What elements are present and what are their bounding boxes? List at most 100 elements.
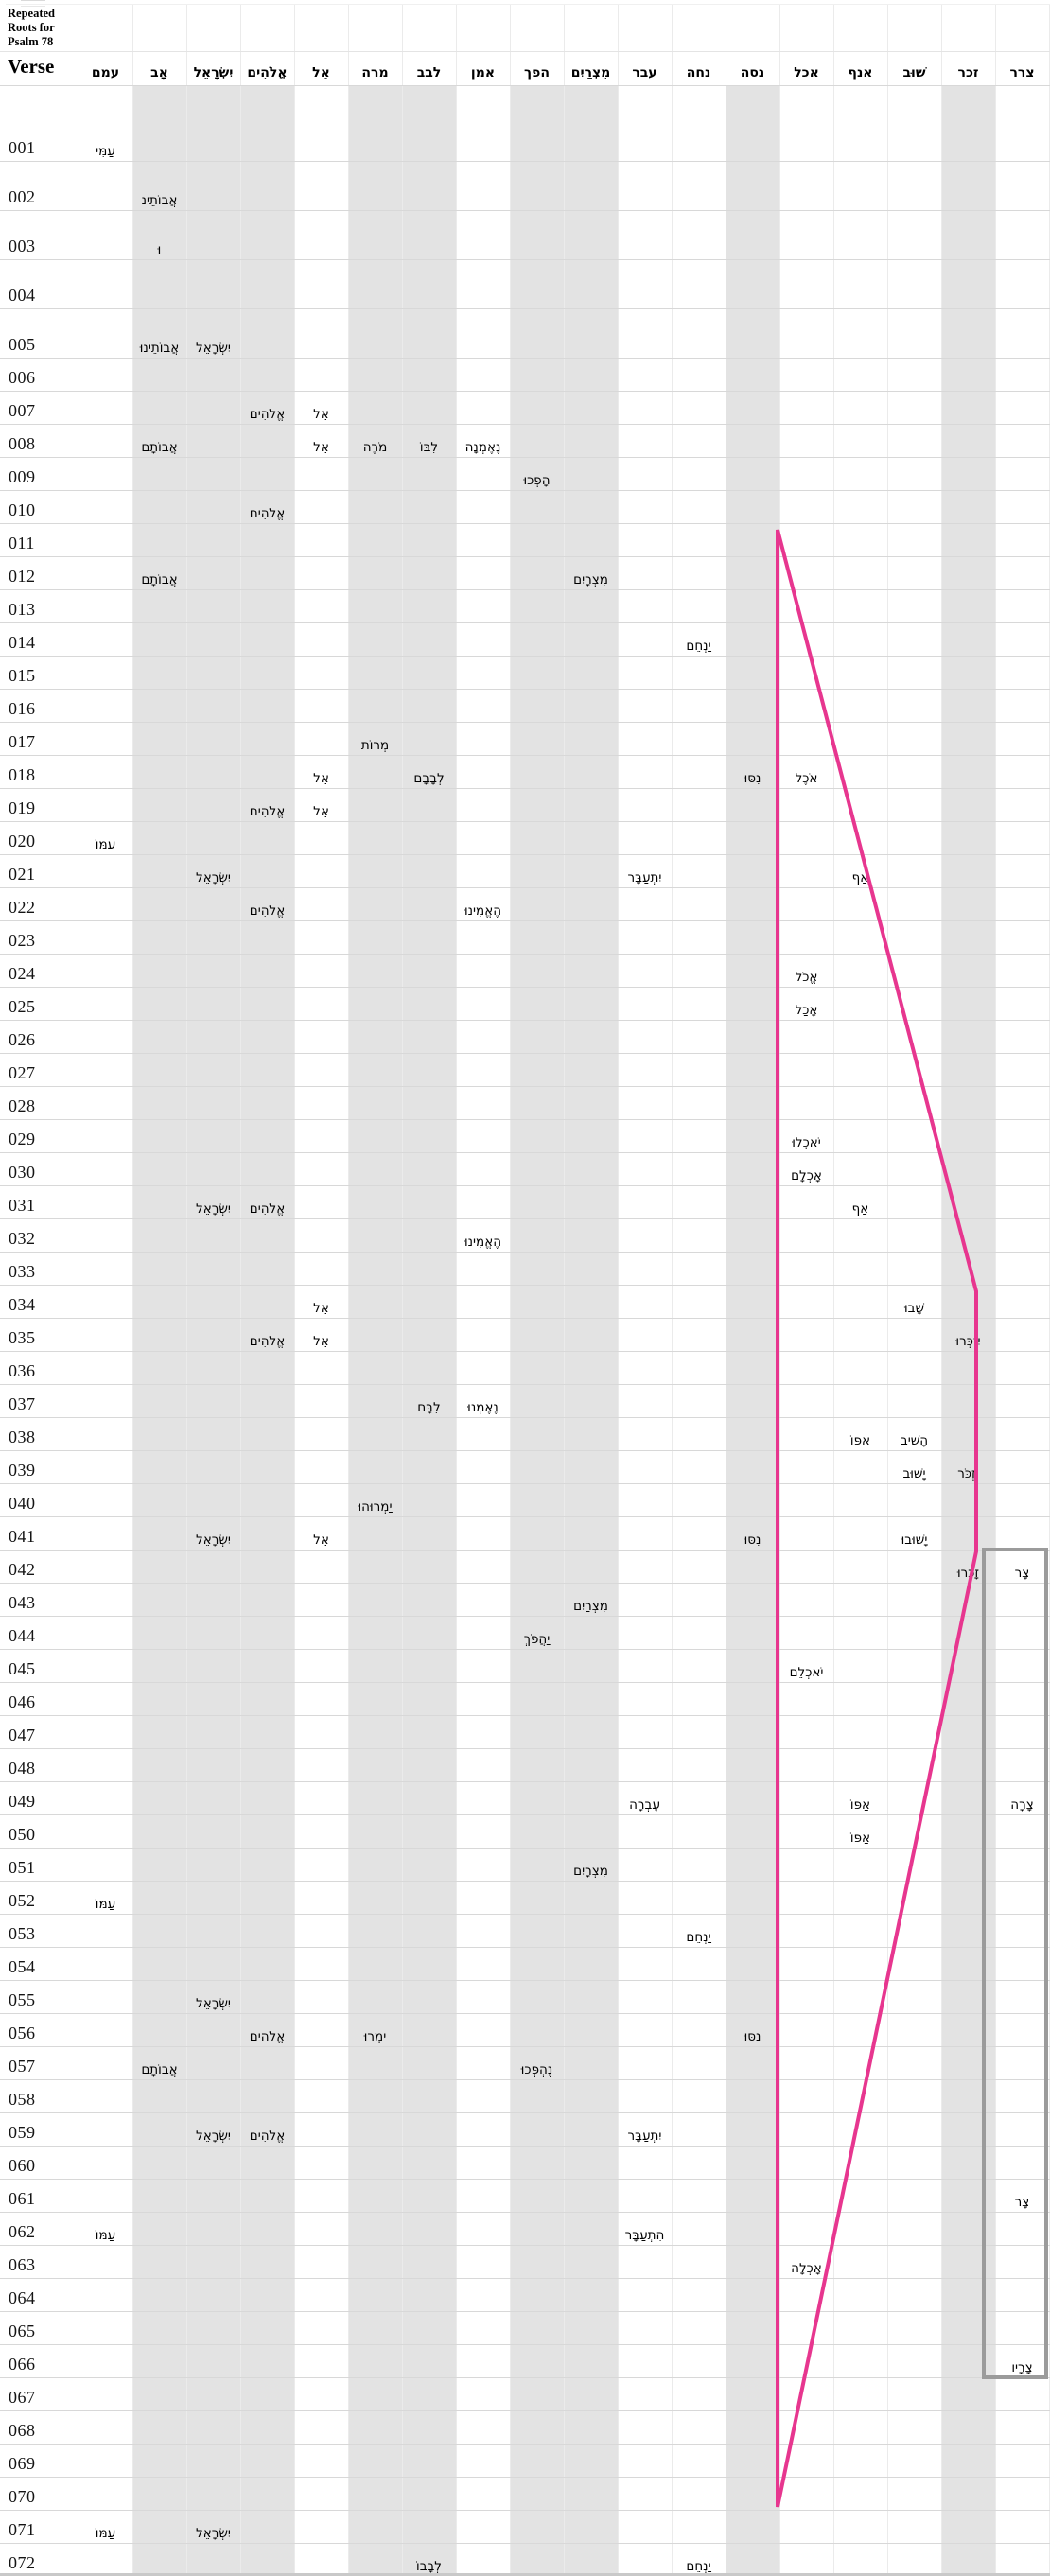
root-cell-021-עבר: יִתְעַבָּר [627,869,662,885]
table-row-066: 066 צָרָיו [0,2344,1050,2377]
verse-label: 033 [9,1262,36,1281]
verse-column-header: Verse [8,55,55,78]
table-row-012: 012 אֲבוֹתָם מִצְרָיִם [0,556,1050,589]
root-cell-057-הפך: נֶהְפְּכוּ [520,2061,553,2077]
verse-label: 025 [9,997,36,1016]
column-header-ישראל: יִשְׂרָאֵל [193,65,234,80]
verse-label: 065 [9,2322,36,2340]
verse-label: 040 [9,1494,36,1513]
shaded-column-band-נסה [726,85,779,2573]
verse-label: 030 [9,1163,36,1182]
table-row-036: 036 [0,1351,1050,1384]
root-cell-071-עמם: עַמּוֹ [95,2525,116,2541]
table-row-015: 015 [0,656,1050,689]
root-cell-050-אנף: אַפּוֹ [849,1830,871,1846]
table-row-041: 041 יִשְׂרָאֵל אֵל נִסּוּ יָשׁוּבוּ [0,1516,1050,1550]
root-cell-041-נסה: נִסּוּ [744,1532,761,1548]
shaded-column-band-אלהים [240,85,294,2573]
root-cell-040-מרה: יַמְרוּהוּ [358,1498,393,1515]
column-header-נסה: נסה [740,65,765,80]
root-cell-001-עמם: עַמִּי [96,143,115,159]
root-cell-007-אלהים: אֱלֹהִים [249,406,286,422]
verse-label: 047 [9,1726,36,1744]
column-header-מרה: מרה [361,65,389,80]
column-gridline [186,4,187,2573]
verse-label: 021 [9,865,36,884]
column-gridline [402,4,403,2573]
verse-label: 048 [9,1759,36,1778]
root-cell-039-זכר: יִזְכֹּר [957,1465,979,1481]
root-cell-035-אל: אֵל [313,1333,329,1349]
verse-label: 004 [9,286,36,305]
root-cell-072-נחה: יַנְחֵם [686,2558,711,2574]
root-cell-038-אנף: אַפּוֹ [849,1432,871,1448]
table-row-047: 047 [0,1715,1050,1748]
root-cell-012-מצרים: מִצְרָיִם [573,571,608,587]
root-cell-057-אב: אֲבוֹתָם [141,2061,178,2077]
table-row-008: 008 אֲבוֹתָם אֵל מֹרֶה לִבּוֹ נֶאֶמְנָה [0,424,1050,457]
column-gridline [132,4,133,2573]
table-row-068: 068 [0,2410,1050,2444]
verse-label: 028 [9,1096,36,1115]
table-row-026: 026 [0,1020,1050,1053]
root-cell-034-שוב: שָׁבוּ [903,1300,925,1316]
root-cell-018-אל: אֵל [313,770,329,786]
root-cell-052-עמם: עַמּוֹ [95,1896,116,1912]
verse-label: 066 [9,2355,36,2374]
root-cell-018-אכל: אֹכֶל [795,770,818,786]
root-cell-049-אנף: אַפּוֹ [849,1796,871,1813]
root-cell-024-אכל: אֱכֹל [795,969,818,985]
root-cell-063-אכל: אָכְלָה [791,2260,822,2276]
verse-label: 026 [9,1030,36,1049]
column-header-זכר: זכר [957,65,979,80]
table-row-018: 018 אֵל לְבָבָם נִסּוּ אֹכֶל [0,755,1050,788]
verse-label: 017 [9,732,36,751]
column-header-הפך: הפך [524,65,550,80]
verse-label: 034 [9,1295,36,1314]
root-cell-056-מרה: יַמְרוּ [363,2028,387,2044]
root-cell-038-שוב: הָשִׁיב [900,1432,929,1448]
verse-label: 067 [9,2388,36,2407]
root-cell-035-אלהים: אֱלֹהִים [249,1333,286,1349]
table-row-034: 034 אֵל שָׁבוּ [0,1285,1050,1318]
column-header-נחה: נחה [686,65,711,80]
table-row-033: 033 [0,1252,1050,1285]
table-row-044: 044 יַהֲפֹךְ [0,1616,1050,1649]
table-row-050: 050 אַפּוֹ [0,1814,1050,1848]
verse-label: 036 [9,1361,36,1380]
root-cell-059-ישראל: יִשְׂרָאֵל [196,2128,231,2144]
root-cell-002-אב: אֲבוֹתֵינ [141,192,178,208]
root-cell-039-שוב: יָשׁוּב [902,1465,926,1481]
column-header-עבר: עבר [632,65,657,80]
table-title: Repeated Roots for Psalm 78 [8,7,55,48]
table-row-040: 040 יַמְרוּהוּ [0,1483,1050,1516]
column-gridline [294,4,295,2573]
verse-label: 058 [9,2090,36,2109]
verse-label: 068 [9,2421,36,2440]
root-cell-010-אלהים: אֱלֹהִים [249,505,286,521]
table-row-071: 071 עַמּוֹ יִשְׂרָאֵל [0,2510,1050,2543]
verse-label: 059 [9,2123,36,2142]
root-cell-061-צרר: צָר [1014,2194,1030,2210]
table-row-048: 048 [0,1748,1050,1781]
root-cell-009-הפך: הָפְכוּ [523,472,551,488]
root-cell-059-אלהים: אֱלֹהִים [249,2128,286,2144]
verse-label: 018 [9,765,36,784]
verse-label: 032 [9,1229,36,1248]
verse-label: 046 [9,1692,36,1711]
root-cell-035-זכר: יִזְכְּרוּ [955,1333,981,1349]
root-cell-007-אל: אֵל [313,406,329,422]
root-cell-041-אל: אֵל [313,1532,329,1548]
root-cell-008-מרה: מֹרֶה [362,439,388,455]
root-cell-005-אב: אֲבוֹתֵינוּ [139,340,180,356]
root-cell-045-אכל: יֹאכְלֵם [789,1664,824,1680]
root-cell-049-צרר: צָרָה [1010,1796,1034,1813]
verse-label: 070 [9,2487,36,2506]
table-row-005: 005 אֲבוֹתֵינוּ יִשְׂרָאֵל [0,308,1050,358]
verse-label: 019 [9,798,36,817]
verse-label: 020 [9,832,36,850]
table-row-042: 042 זָכְרוּ צָר [0,1550,1050,1583]
verse-label: 060 [9,2156,36,2175]
column-gridline [348,4,349,2573]
table-row-056: 056 אֱלֹהִים יַמְרוּ נִסּוּ [0,2013,1050,2046]
